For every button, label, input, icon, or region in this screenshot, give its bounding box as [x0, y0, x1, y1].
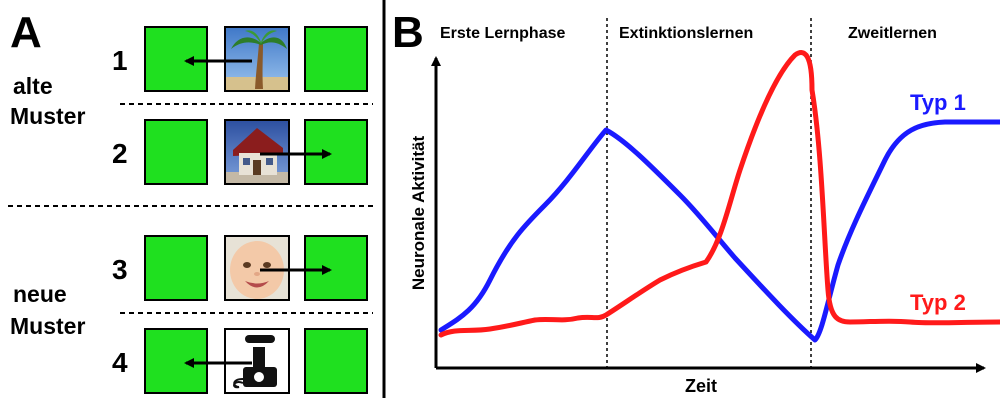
- telephone-icon: [224, 328, 290, 394]
- group-new-label-line2: Muster: [10, 313, 85, 339]
- panel-b: B Erste Lernphase Extinktionslernen Zwei…: [392, 8, 1000, 396]
- group-old-label-line1: alte: [13, 73, 53, 99]
- left-target-square: [144, 26, 208, 92]
- group-old-label: alte Muster: [10, 73, 85, 129]
- series-typ2-label: Typ 2: [910, 290, 966, 315]
- right-target-square: [304, 26, 368, 92]
- row-number: 1: [112, 45, 128, 76]
- x-axis-label: Zeit: [685, 376, 717, 396]
- right-target-square: [304, 235, 368, 301]
- row-number: 3: [112, 254, 128, 285]
- right-target-square: [304, 119, 368, 185]
- group-old-label-line2: Muster: [10, 103, 85, 129]
- pattern-rows: 1 2 3 4: [112, 26, 368, 394]
- right-target-square: [304, 328, 368, 394]
- left-target-square: [144, 235, 208, 301]
- group-new-label: neue Muster: [10, 281, 85, 339]
- phase-label-3: Zweitlernen: [848, 25, 937, 42]
- panel-b-label: B: [392, 8, 424, 57]
- house-icon: [224, 119, 290, 185]
- left-target-square: [144, 119, 208, 185]
- group-new-label-line1: neue: [13, 281, 67, 307]
- palm-tree-icon: [224, 26, 290, 92]
- left-target-square: [144, 328, 208, 394]
- panel-a: A alte Muster neue Muster 1 2 3 4: [8, 0, 386, 398]
- phase-label-2: Extinktionslernen: [619, 25, 753, 42]
- row-number: 4: [112, 347, 128, 378]
- pattern-row: 3: [112, 235, 368, 301]
- series-typ1-line: [438, 119, 1000, 343]
- pattern-row: 2: [112, 119, 368, 185]
- row-number: 2: [112, 138, 128, 169]
- phase-label-1: Erste Lernphase: [440, 25, 565, 42]
- series-typ2-line: [438, 50, 1000, 338]
- series-typ1-label: Typ 1: [910, 90, 966, 115]
- panel-a-label: A: [10, 8, 42, 57]
- baby-face-icon: [224, 235, 290, 301]
- pattern-row: 1: [112, 26, 368, 92]
- pattern-row: 4: [112, 328, 368, 394]
- y-axis-label: Neuronale Aktivität: [409, 136, 428, 291]
